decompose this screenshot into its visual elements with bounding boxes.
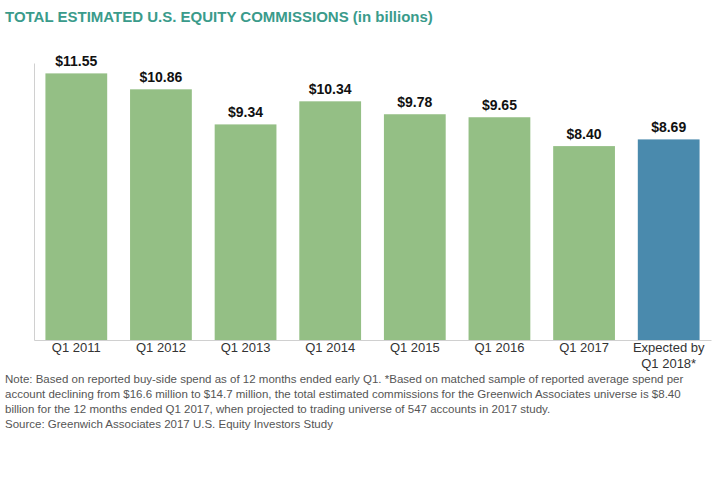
tick: Expected byQ1 2018* [633,340,705,371]
data-label: $11.55 [55,53,97,69]
text-line: account declining from $16.6 million to … [5,388,681,400]
text-line: Q1 2015 [390,340,440,355]
text-line: Q1 2016 [475,340,525,355]
bar [130,89,192,340]
bar [638,139,700,340]
tick: Q1 2013 [221,340,271,355]
x-axis: Q1 2011 Q1 2012 Q1 2013 Q1 2014 Q1 2015 Q1 20… [35,340,712,371]
tick: Q1 2017 [559,340,609,355]
data-label: $8.69 [651,119,686,135]
text-line: Q1 2011 [52,340,101,355]
text-line: Expected by [633,340,705,355]
text-line: Q1 2018* [641,356,696,371]
text-line: Note: Based on reported buy-side spend a… [5,373,683,385]
axis-line [34,64,35,341]
data-label: $9.78 [397,94,432,110]
tick-label: Q1 2016 [475,340,525,355]
bar [299,101,361,340]
data-labels: $11.55 $10.86 $9.34 $10.34 $9.78 $9.65 $8.40 $8… [55,53,686,142]
tick: Q1 2016 [475,340,525,355]
text-line: Source: Greenwich Associates 2017 U.S. E… [5,418,333,430]
source: Source: Greenwich Associates 2017 U.S. E… [5,418,333,430]
tick: Q1 2011 [52,340,101,355]
bar [215,124,277,340]
title: TOTAL ESTIMATED U.S. EQUITY COMMISSIONS … [5,8,433,25]
text-line: Q1 2014 [305,340,355,355]
data-label: $10.86 [140,69,183,85]
bar [553,146,615,340]
tick-label: Q1 2013 [221,340,271,355]
tick-label: Q1 2017 [559,340,609,355]
tick: Q1 2014 [305,340,355,355]
data-label: $10.34 [309,81,352,97]
data-label: $8.40 [567,126,602,142]
tick: Q1 2015 [390,340,440,355]
text-line: Q1 2012 [136,340,186,355]
y-axis [34,64,35,341]
text-line: Q1 2017 [559,340,609,355]
tick-label: Q1 2014 [305,340,355,355]
bar [469,117,531,340]
tick: Q1 2012 [136,340,186,355]
data-label: $9.65 [482,97,517,113]
bar [384,114,446,340]
data-label: $9.34 [228,104,263,120]
text-line: Q1 2013 [221,340,271,355]
text-line: billion for the 12 months ended Q1 2017,… [5,403,550,415]
chart: TOTAL ESTIMATED U.S. EQUITY COMMISSIONS … [0,0,720,489]
bar [45,73,107,340]
tick-label: Q1 2015 [390,340,440,355]
tick-label: Q1 2011 [52,340,101,355]
tick-label: Q1 2012 [136,340,186,355]
note: Note: Based on reported buy-side spend a… [5,373,683,415]
tick-label: Expected byQ1 2018* [633,340,705,371]
bars [45,73,699,340]
